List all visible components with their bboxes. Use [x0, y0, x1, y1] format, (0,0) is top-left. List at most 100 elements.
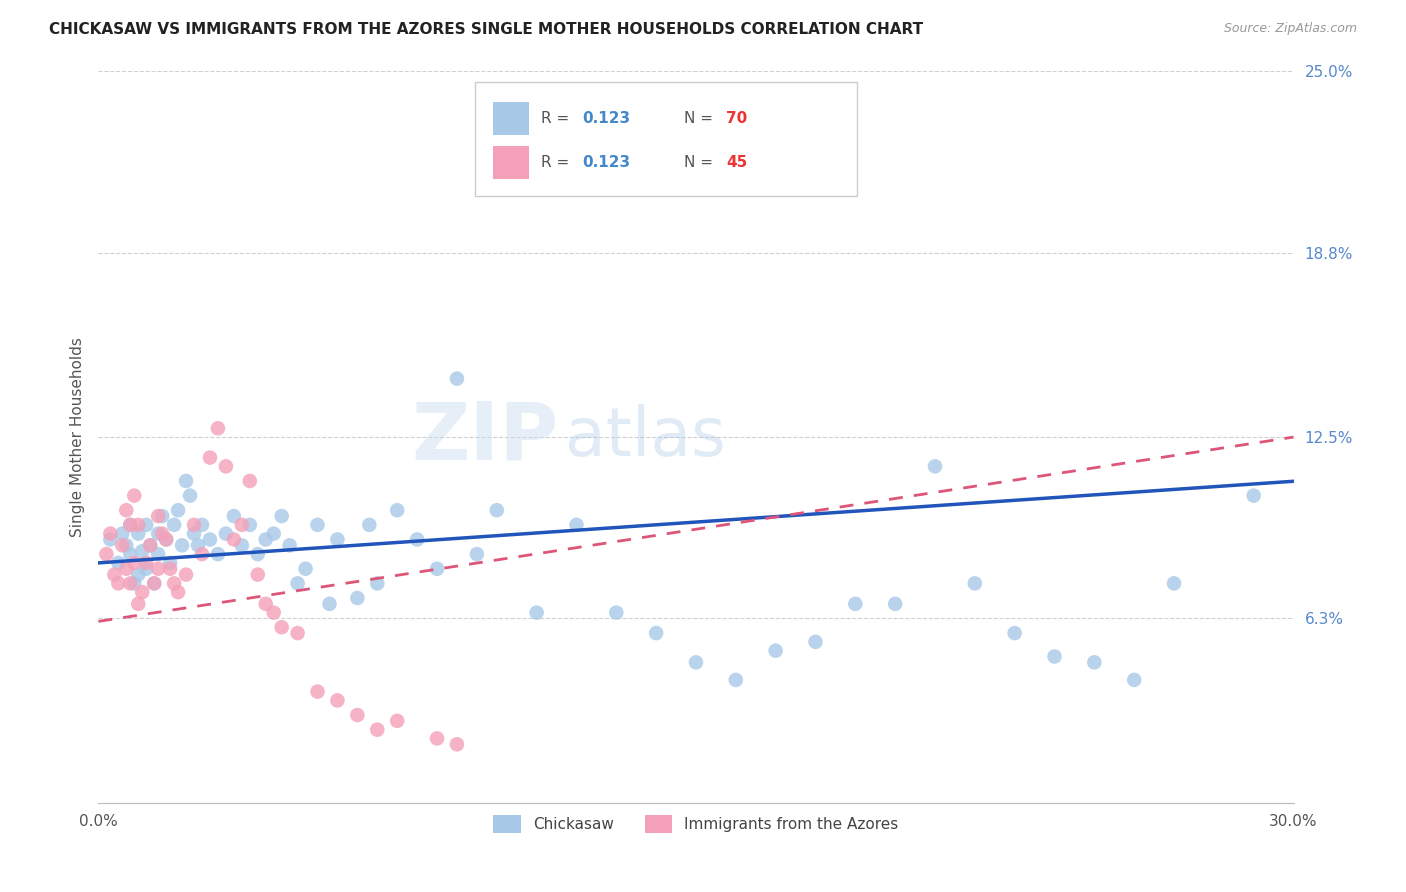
- Point: [167, 585, 190, 599]
- Point: [263, 606, 285, 620]
- Point: [207, 547, 229, 561]
- Point: [406, 533, 429, 547]
- Point: [645, 626, 668, 640]
- Text: N =: N =: [685, 112, 718, 127]
- Bar: [494, 103, 529, 136]
- Point: [1043, 649, 1066, 664]
- Point: [135, 562, 157, 576]
- Text: CHICKASAW VS IMMIGRANTS FROM THE AZORES SINGLE MOTHER HOUSEHOLDS CORRELATION CHA: CHICKASAW VS IMMIGRANTS FROM THE AZORES …: [49, 22, 924, 37]
- Point: [183, 517, 205, 532]
- Point: [465, 547, 488, 561]
- Point: [426, 731, 449, 746]
- Point: [239, 517, 262, 532]
- Point: [263, 526, 285, 541]
- Point: [174, 567, 197, 582]
- Text: Source: ZipAtlas.com: Source: ZipAtlas.com: [1223, 22, 1357, 36]
- Text: atlas: atlas: [565, 404, 725, 470]
- Point: [115, 538, 138, 552]
- Point: [318, 597, 340, 611]
- Point: [107, 576, 129, 591]
- Point: [179, 489, 201, 503]
- Point: [139, 538, 162, 552]
- Point: [222, 509, 245, 524]
- Point: [359, 517, 381, 532]
- Point: [207, 421, 229, 435]
- Point: [155, 533, 177, 547]
- Point: [326, 533, 349, 547]
- Text: ZIP: ZIP: [412, 398, 558, 476]
- Point: [198, 450, 221, 465]
- Point: [294, 562, 316, 576]
- Point: [127, 567, 149, 582]
- Point: [804, 635, 827, 649]
- Point: [326, 693, 349, 707]
- Point: [307, 684, 329, 698]
- Point: [120, 517, 142, 532]
- Point: [120, 576, 142, 591]
- Bar: [494, 146, 529, 179]
- Point: [191, 547, 214, 561]
- Point: [685, 656, 707, 670]
- Point: [167, 503, 190, 517]
- Text: 45: 45: [725, 155, 747, 170]
- Point: [150, 509, 173, 524]
- Point: [111, 538, 134, 552]
- Point: [446, 371, 468, 385]
- Point: [191, 517, 214, 532]
- Y-axis label: Single Mother Households: Single Mother Households: [69, 337, 84, 537]
- Point: [246, 567, 269, 582]
- Point: [239, 474, 262, 488]
- Point: [287, 626, 309, 640]
- Point: [148, 547, 170, 561]
- Point: [231, 538, 253, 552]
- Point: [115, 562, 138, 576]
- Point: [1123, 673, 1146, 687]
- Point: [150, 526, 173, 541]
- Point: [183, 526, 205, 541]
- Point: [139, 538, 162, 552]
- Point: [143, 576, 166, 591]
- Point: [172, 538, 194, 552]
- Point: [124, 556, 146, 570]
- Point: [148, 526, 170, 541]
- Point: [215, 526, 238, 541]
- Point: [485, 503, 508, 517]
- Legend: Chickasaw, Immigrants from the Azores: Chickasaw, Immigrants from the Azores: [488, 809, 904, 839]
- Point: [446, 737, 468, 751]
- Point: [131, 585, 153, 599]
- Point: [346, 591, 368, 605]
- Point: [231, 517, 253, 532]
- Point: [222, 533, 245, 547]
- Point: [270, 509, 292, 524]
- Point: [127, 526, 149, 541]
- Point: [163, 517, 186, 532]
- Text: 0.123: 0.123: [582, 112, 630, 127]
- Point: [127, 597, 149, 611]
- Point: [159, 562, 181, 576]
- Point: [174, 474, 197, 488]
- Point: [111, 526, 134, 541]
- Point: [148, 509, 170, 524]
- Point: [135, 556, 157, 570]
- Point: [198, 533, 221, 547]
- Point: [103, 567, 125, 582]
- Point: [131, 544, 153, 558]
- Point: [115, 503, 138, 517]
- Point: [120, 547, 142, 561]
- Point: [96, 547, 118, 561]
- Point: [135, 517, 157, 532]
- Text: 70: 70: [725, 112, 747, 127]
- Point: [107, 556, 129, 570]
- Point: [526, 606, 548, 620]
- Point: [565, 517, 588, 532]
- Text: 0.123: 0.123: [582, 155, 630, 170]
- Point: [287, 576, 309, 591]
- Point: [385, 714, 409, 728]
- Point: [426, 562, 449, 576]
- Point: [963, 576, 986, 591]
- Point: [163, 576, 186, 591]
- Point: [98, 533, 122, 547]
- Point: [143, 576, 166, 591]
- Point: [120, 517, 142, 532]
- Text: R =: R =: [541, 112, 574, 127]
